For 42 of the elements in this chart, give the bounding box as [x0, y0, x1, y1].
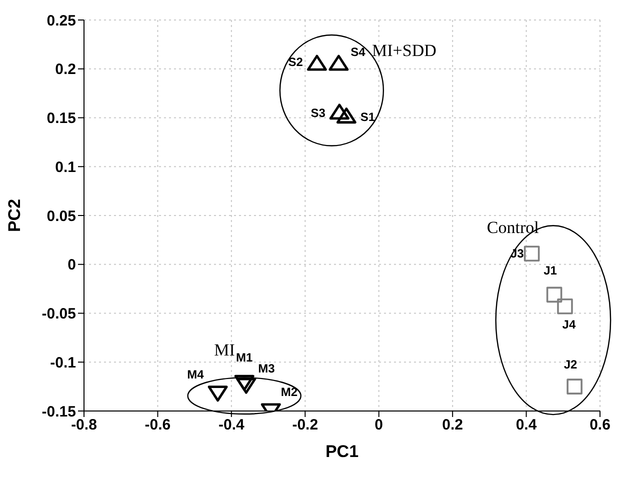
data-label: M1 — [236, 350, 253, 365]
point — [328, 54, 349, 71]
y-tick-label: 0 — [68, 256, 76, 274]
x-tick-label: -0.2 — [292, 416, 318, 434]
x-tick-label: 0.6 — [590, 416, 610, 434]
x-tick-label: -0.6 — [144, 416, 171, 434]
series-label: MI+SDD — [372, 41, 436, 60]
data-label: J4 — [562, 317, 576, 332]
point — [236, 378, 256, 394]
x-axis-title: PC1 — [325, 442, 359, 461]
point — [329, 104, 350, 120]
point — [234, 374, 254, 391]
y-tick-label: 0.05 — [46, 208, 76, 225]
x-tick-label: 0 — [374, 416, 384, 434]
data-label: J1 — [544, 264, 558, 278]
point — [336, 108, 356, 124]
y-tick-label: 0.15 — [46, 110, 76, 128]
data-label: J2 — [564, 358, 578, 372]
data-label: M2 — [280, 385, 298, 400]
data-label: M4 — [187, 367, 204, 382]
data-label: S1 — [360, 110, 376, 124]
data-label: M3 — [258, 362, 276, 376]
point — [524, 246, 540, 262]
y-tick-label: -0.05 — [42, 306, 76, 323]
series-label: MI — [214, 340, 236, 360]
point — [557, 298, 573, 314]
y-tick-label: -0.1 — [50, 354, 76, 372]
data-label: S4 — [350, 44, 366, 59]
x-tick-label: 0.4 — [516, 416, 538, 434]
y-tick-label: 0.2 — [55, 61, 76, 78]
x-tick-label: -0.4 — [218, 416, 246, 434]
point — [566, 378, 582, 394]
point — [546, 286, 562, 303]
data-label: S3 — [310, 106, 326, 120]
data-label: S2 — [288, 54, 304, 69]
point — [306, 54, 327, 71]
point — [208, 386, 228, 402]
y-axis-title: PC2 — [5, 198, 24, 232]
y-tick-label: 0.1 — [55, 158, 76, 176]
y-tick-label: 0.25 — [46, 12, 76, 30]
series-label: Control — [486, 218, 540, 238]
x-tick-label: 0.2 — [442, 416, 463, 434]
